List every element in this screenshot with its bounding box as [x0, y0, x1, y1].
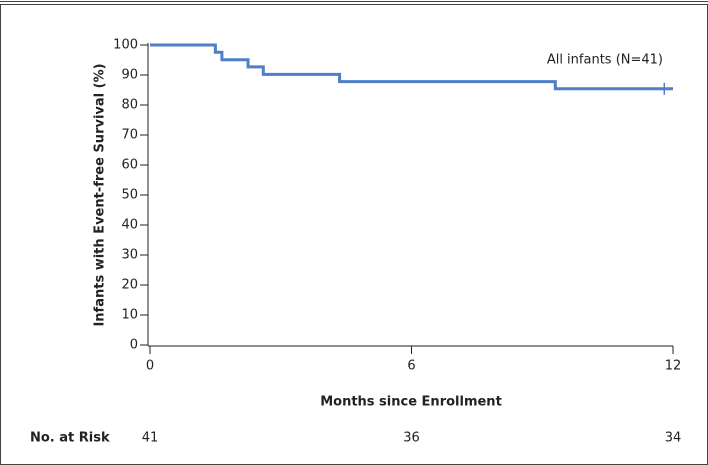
y-tick-label: 80: [121, 98, 138, 113]
series-label: All infants (N=41): [547, 53, 663, 68]
y-tick-label: 40: [121, 218, 138, 233]
y-axis-label: Infants with Event-free Survival (%): [93, 63, 108, 326]
survival-curve: [150, 43, 673, 91]
y-tick-label: 0: [130, 338, 138, 353]
y-tick-label: 10: [121, 308, 138, 323]
x-tick-label: 0: [146, 359, 154, 374]
y-tick-label: 70: [121, 128, 138, 143]
y-tick-label: 90: [121, 68, 138, 83]
y-tick-label: 50: [121, 188, 138, 203]
risk-value: 36: [403, 431, 420, 446]
y-tick-label: 100: [113, 38, 138, 53]
x-axis-label: Months since Enrollment: [320, 395, 502, 410]
x-tick-label: 6: [407, 359, 415, 374]
y-tick-label: 30: [121, 248, 138, 263]
y-tick-label: 60: [121, 158, 138, 173]
y-tick-label: 20: [121, 278, 138, 293]
x-tick-label: 12: [665, 359, 682, 374]
risk-value: 41: [142, 431, 159, 446]
risk-label: No. at Risk: [30, 431, 110, 446]
risk-value: 34: [665, 431, 682, 446]
